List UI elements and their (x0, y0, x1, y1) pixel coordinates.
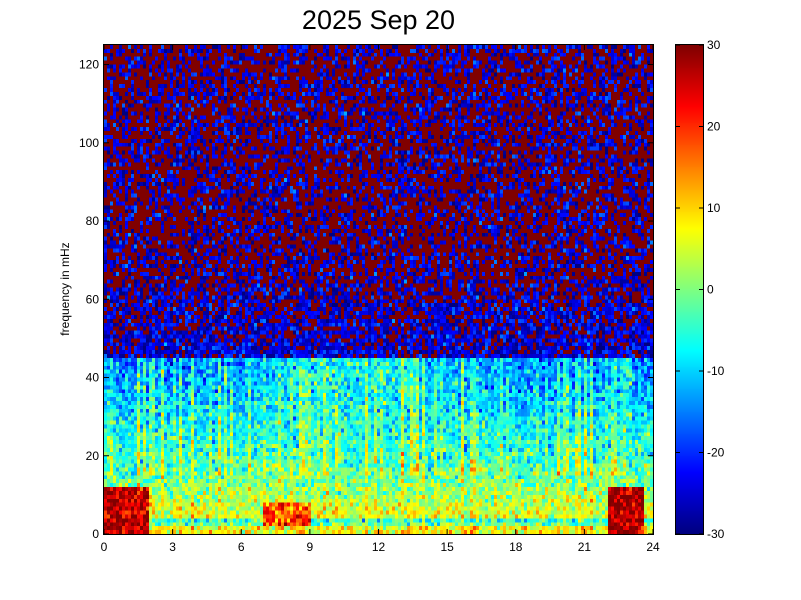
y-tick-label: 100 (79, 136, 99, 150)
spectrogram-plot (103, 44, 654, 535)
x-tick-label: 9 (307, 540, 314, 554)
colorbar-tick-label: -30 (707, 527, 725, 541)
colorbar-tick-label: 10 (707, 201, 721, 215)
colorbar-tick-label: 0 (707, 283, 714, 297)
x-tick-label: 15 (440, 540, 454, 554)
chart-title: 2025 Sep 20 (301, 5, 456, 35)
x-tick-label: 24 (646, 540, 660, 554)
colorbar-tick-label: 20 (707, 120, 721, 134)
x-tick-label: 0 (101, 540, 108, 554)
colorbar-tick-label: -10 (707, 364, 725, 378)
y-tick-label: 80 (86, 214, 100, 228)
x-tick-label: 18 (509, 540, 523, 554)
colorbar-tick-label: -20 (707, 446, 725, 460)
spectrogram-heatmap (104, 45, 653, 534)
x-tick-label: 6 (238, 540, 245, 554)
x-tick-label: 12 (372, 540, 386, 554)
colorbar (675, 44, 704, 535)
y-tick-label: 0 (92, 527, 99, 541)
y-tick-label: 120 (79, 58, 99, 72)
y-tick-label: 60 (86, 292, 100, 306)
x-tick-label: 3 (169, 540, 176, 554)
x-tick-label: 21 (578, 540, 592, 554)
y-tick-label: 40 (86, 371, 100, 385)
y-tick-label: 20 (86, 449, 100, 463)
colorbar-gradient (676, 45, 703, 534)
colorbar-tick-label: 30 (707, 38, 721, 52)
